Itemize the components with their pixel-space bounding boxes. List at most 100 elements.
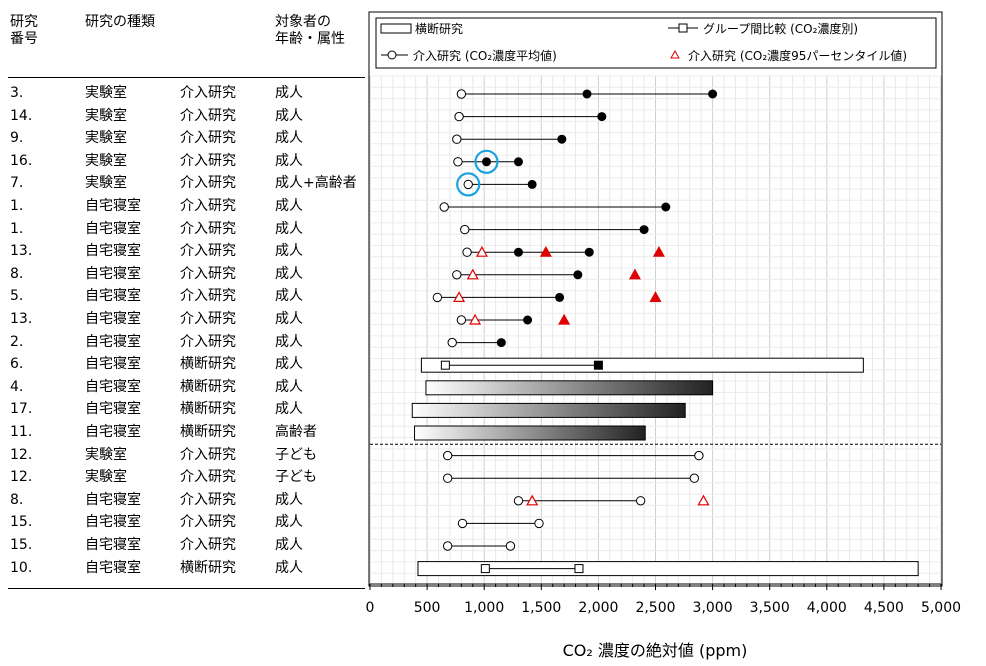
mean-point-open	[505, 541, 516, 551]
study-design: 介入研究	[180, 469, 236, 486]
study-id: 12.	[10, 446, 33, 463]
study-place: 実験室	[85, 469, 127, 486]
study-id: 12.	[10, 469, 33, 486]
p95-triangle-filled	[652, 245, 665, 257]
p95-triangle-open	[526, 494, 539, 506]
mean-point-open	[462, 247, 472, 257]
p95-triangle-open	[453, 291, 466, 302]
study-id: 10.	[10, 559, 33, 576]
study-place: 自宅寝室	[85, 311, 141, 327]
study-design: 介入研究	[180, 130, 236, 147]
study-design: 介入研究	[180, 265, 236, 282]
legend-circle-marker	[387, 50, 397, 60]
x-tick-label: 2,000	[578, 600, 618, 616]
mean-point-filled	[557, 134, 567, 144]
mean-point-filled	[513, 157, 523, 167]
range-bar	[425, 380, 714, 396]
study-subject: 成人	[275, 288, 303, 305]
mean-point-filled	[661, 202, 671, 212]
study-subject: 成人	[275, 265, 303, 282]
x-tick-label: 1,500	[521, 600, 561, 616]
study-place: 実験室	[85, 152, 127, 169]
p95-triangle-open	[466, 268, 479, 280]
study-id: 5.	[10, 288, 24, 305]
study-subject: 成人	[275, 220, 303, 237]
p95-triangle-filled	[558, 313, 571, 325]
study-subject: 高齢者	[275, 424, 317, 440]
study-design: 介入研究	[180, 446, 236, 463]
study-subject: 成人	[275, 107, 303, 124]
study-place: 自宅寝室	[85, 333, 141, 350]
p95-triangle-filled	[539, 245, 552, 257]
study-subject: 成人	[275, 401, 303, 418]
p95-triangle-open	[469, 313, 482, 325]
mean-point-filled	[523, 315, 533, 325]
study-design: 介入研究	[180, 333, 236, 350]
study-id: 11.	[10, 424, 33, 440]
study-design: 横断研究	[180, 424, 236, 440]
study-place: 実験室	[85, 175, 127, 192]
study-design: 介入研究	[180, 514, 236, 531]
data-marks	[370, 89, 941, 577]
mean-point-filled	[555, 292, 565, 302]
study-id: 3.	[10, 85, 24, 101]
study-design: 介入研究	[180, 198, 236, 214]
study-design: 横断研究	[180, 378, 236, 395]
p95-triangle-filled	[628, 268, 641, 280]
legend-label-intervention-mean: 介入研究 (CO₂濃度平均値)	[413, 48, 557, 63]
study-subject: 子ども	[275, 469, 317, 486]
study-design: 介入研究	[180, 537, 236, 553]
mean-point-open	[457, 518, 468, 529]
study-id: 15.	[10, 537, 33, 553]
p95-triangle-open	[475, 245, 488, 257]
study-place: 実験室	[85, 130, 127, 147]
study-subject: 成人	[275, 537, 303, 553]
x-tick-label: 4,000	[807, 600, 847, 616]
x-tick-label: 4,500	[864, 600, 904, 616]
legend-triangle-marker	[670, 49, 680, 59]
header-subject: 対象者の 年齢・属性	[275, 14, 345, 47]
study-subject: 成人	[275, 491, 303, 508]
group-square-filled	[593, 360, 603, 370]
study-subject: 成人	[275, 311, 303, 327]
study-place: 自宅寝室	[85, 198, 141, 214]
x-axis: 0 500 1,000 1,500 2,000 2,500 3,000 3,500 4,000 4…	[366, 583, 961, 616]
mean-point-open	[453, 157, 463, 167]
mean-point-open	[442, 473, 453, 483]
mean-point-open	[456, 89, 467, 99]
mean-point-open	[534, 518, 544, 529]
mean-point-filled	[513, 247, 523, 257]
study-subject: 成人	[275, 85, 303, 101]
mean-point-filled	[481, 157, 491, 167]
header-id: 研究 番号	[10, 14, 38, 47]
mean-point-open	[447, 337, 457, 348]
mean-point-open	[454, 111, 464, 122]
mean-point-filled	[584, 247, 594, 257]
range-bar	[417, 561, 919, 577]
study-design: 横断研究	[180, 356, 236, 373]
mean-point-open	[442, 541, 453, 551]
mean-point-filled	[573, 270, 583, 280]
study-id: 6.	[10, 356, 24, 373]
study-place: 自宅寝室	[85, 220, 141, 237]
header-type: 研究の種類	[85, 14, 155, 30]
x-tick-label: 3,500	[750, 600, 790, 616]
mean-point-filled	[708, 89, 718, 99]
study-place: 自宅寝室	[85, 243, 141, 260]
legend-label-group-compare: グループ間比較 (CO₂濃度別)	[703, 21, 858, 36]
mean-point-open	[439, 202, 449, 212]
legend-bar-marker	[380, 23, 412, 34]
study-design: 介入研究	[180, 311, 236, 327]
x-tick-label: 500	[414, 600, 441, 616]
study-place: 自宅寝室	[85, 401, 141, 418]
study-place: 自宅寝室	[85, 537, 141, 553]
mean-point-filled	[527, 179, 537, 189]
study-place: 自宅寝室	[85, 378, 141, 395]
mean-point-open	[689, 473, 700, 483]
study-design: 横断研究	[180, 559, 236, 576]
study-subject: 成人	[275, 378, 303, 395]
study-id: 15.	[10, 514, 33, 531]
study-design: 横断研究	[180, 401, 236, 418]
study-subject: 成人	[275, 198, 303, 214]
study-id: 17.	[10, 401, 33, 418]
